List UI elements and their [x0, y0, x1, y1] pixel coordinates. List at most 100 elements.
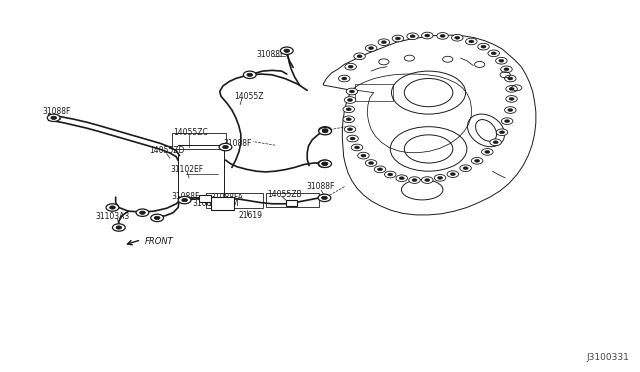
- Circle shape: [219, 143, 232, 151]
- Circle shape: [463, 167, 468, 170]
- Text: 31088F: 31088F: [42, 107, 70, 116]
- Circle shape: [106, 204, 119, 211]
- Text: 31088F: 31088F: [306, 182, 334, 191]
- Circle shape: [365, 160, 377, 166]
- Circle shape: [504, 75, 516, 82]
- Circle shape: [388, 173, 393, 176]
- Circle shape: [154, 216, 160, 219]
- Circle shape: [481, 148, 493, 155]
- Text: 14055ZD: 14055ZD: [149, 146, 184, 155]
- Circle shape: [109, 206, 115, 209]
- Circle shape: [322, 129, 328, 133]
- Text: J3100331: J3100331: [587, 353, 630, 362]
- Circle shape: [471, 157, 483, 164]
- Circle shape: [348, 65, 353, 68]
- Circle shape: [140, 211, 145, 214]
- Circle shape: [344, 126, 356, 133]
- Circle shape: [378, 168, 383, 171]
- Circle shape: [321, 162, 327, 166]
- Text: 14055Z: 14055Z: [234, 92, 263, 101]
- Circle shape: [284, 49, 290, 52]
- Text: 14055ZC: 14055ZC: [173, 128, 208, 137]
- Circle shape: [412, 179, 417, 182]
- Circle shape: [381, 41, 387, 44]
- Circle shape: [343, 116, 355, 123]
- Circle shape: [425, 179, 430, 182]
- Circle shape: [365, 45, 377, 51]
- Circle shape: [488, 50, 499, 57]
- Circle shape: [506, 96, 517, 102]
- Circle shape: [178, 196, 191, 204]
- Circle shape: [374, 166, 386, 173]
- Circle shape: [509, 87, 514, 90]
- Circle shape: [455, 36, 460, 39]
- Circle shape: [504, 107, 516, 113]
- Circle shape: [319, 127, 332, 134]
- Bar: [285, 200, 297, 206]
- Circle shape: [321, 196, 327, 199]
- Circle shape: [385, 171, 396, 178]
- Circle shape: [349, 90, 355, 93]
- Circle shape: [355, 146, 360, 149]
- Circle shape: [357, 55, 362, 58]
- Circle shape: [506, 86, 517, 92]
- Circle shape: [322, 129, 328, 132]
- Circle shape: [151, 214, 164, 222]
- Circle shape: [407, 33, 419, 39]
- Circle shape: [378, 39, 390, 45]
- Circle shape: [342, 77, 347, 80]
- Text: 21622M: 21622M: [209, 199, 239, 208]
- Circle shape: [425, 34, 430, 37]
- Text: 31088F: 31088F: [256, 50, 285, 59]
- Circle shape: [499, 59, 504, 62]
- Bar: [355, 84, 394, 101]
- Circle shape: [508, 77, 513, 80]
- Circle shape: [136, 209, 149, 217]
- Circle shape: [504, 68, 509, 71]
- Circle shape: [348, 128, 353, 131]
- Circle shape: [481, 45, 486, 48]
- Text: 31088F: 31088F: [192, 199, 221, 208]
- Text: 31088FA: 31088FA: [210, 193, 243, 202]
- Circle shape: [339, 75, 350, 82]
- Circle shape: [322, 162, 328, 166]
- Circle shape: [409, 177, 420, 183]
- Circle shape: [491, 52, 496, 55]
- Circle shape: [344, 97, 356, 103]
- Text: 31088F: 31088F: [172, 192, 200, 201]
- Circle shape: [493, 141, 498, 144]
- Circle shape: [182, 198, 188, 202]
- Circle shape: [280, 47, 293, 54]
- Circle shape: [468, 40, 474, 43]
- Circle shape: [319, 128, 332, 135]
- Circle shape: [422, 177, 433, 183]
- Circle shape: [490, 139, 501, 145]
- Circle shape: [343, 106, 355, 113]
- Bar: [211, 197, 234, 211]
- Circle shape: [116, 226, 122, 229]
- Text: 31088F: 31088F: [223, 139, 252, 148]
- Circle shape: [452, 35, 463, 41]
- Circle shape: [451, 173, 456, 176]
- Text: 14055ZB: 14055ZB: [268, 190, 302, 199]
- Circle shape: [243, 71, 256, 78]
- Circle shape: [438, 176, 443, 179]
- Circle shape: [113, 224, 125, 231]
- Circle shape: [496, 129, 508, 136]
- Circle shape: [435, 174, 446, 181]
- Circle shape: [396, 37, 401, 40]
- Circle shape: [460, 165, 471, 171]
- Circle shape: [495, 57, 507, 64]
- Circle shape: [369, 161, 374, 164]
- Circle shape: [319, 160, 332, 167]
- Bar: [266, 193, 319, 208]
- Bar: [172, 134, 226, 149]
- Circle shape: [508, 109, 513, 112]
- Text: 31102EF: 31102EF: [170, 165, 203, 174]
- Text: FRONT: FRONT: [145, 237, 173, 246]
- Circle shape: [484, 150, 490, 153]
- Circle shape: [499, 131, 504, 134]
- Circle shape: [346, 118, 351, 121]
- Circle shape: [440, 35, 445, 37]
- Circle shape: [474, 159, 479, 162]
